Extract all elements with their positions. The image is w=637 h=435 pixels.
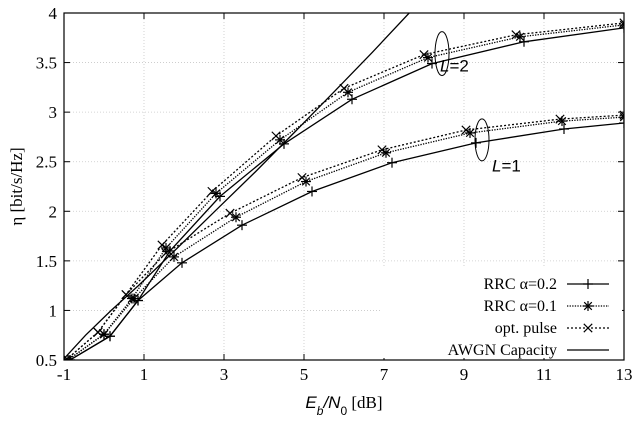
y-tick-label: 2 <box>49 202 58 221</box>
data-point <box>515 32 525 42</box>
data-point <box>271 131 281 141</box>
data-point <box>339 83 349 93</box>
y-axis-label: η [bit/s/Hz] <box>7 147 26 225</box>
data-point <box>619 24 624 30</box>
data-point <box>65 355 71 360</box>
data-point <box>67 355 73 360</box>
group-label-value: =2 <box>449 56 468 75</box>
data-point <box>377 145 387 155</box>
legend-marker <box>583 323 593 333</box>
data-point <box>465 128 475 138</box>
data-point <box>619 110 624 116</box>
data-point <box>381 148 391 158</box>
data-point <box>169 252 179 262</box>
data-point <box>297 172 307 183</box>
data-point <box>619 112 624 118</box>
data-point <box>419 50 429 60</box>
y-tick-label: 1.5 <box>36 252 57 271</box>
group-label: L=1 <box>492 157 521 176</box>
y-tick-label: 3.5 <box>36 54 57 73</box>
series-line <box>65 22 624 360</box>
data-point <box>161 248 171 258</box>
group-label-var: L <box>492 157 501 176</box>
legend: RRC α=0.2 RRC α=0.1 opt. pulse AWGN Capacit… <box>380 267 622 359</box>
data-point <box>619 20 624 26</box>
group-label: L=2 <box>440 56 469 75</box>
x-tick-label: 3 <box>220 365 229 384</box>
data-point <box>127 294 137 303</box>
data-point <box>157 240 167 250</box>
y-tick-label: 4 <box>49 4 58 23</box>
y-tick-label: 3 <box>49 103 58 122</box>
series-line <box>69 27 624 360</box>
legend-marker <box>583 301 593 311</box>
x-axis-label-part: E <box>305 393 317 412</box>
x-axis-label-part: b <box>317 404 324 418</box>
series-line <box>67 116 624 360</box>
plot-frame <box>63 12 625 361</box>
data-point <box>619 22 624 28</box>
x-tick-label: 7 <box>380 365 389 384</box>
legend-label: AWGN Capacity <box>448 342 557 359</box>
data-point <box>225 208 235 218</box>
ticks: -1 1 3 5 7 9 11 130.511.522.533.54 <box>36 4 633 384</box>
x-tick-label: 13 <box>616 365 633 384</box>
data-point <box>423 53 433 62</box>
series-3 <box>64 13 410 360</box>
group-ellipse <box>434 31 450 77</box>
data-point <box>511 30 521 40</box>
group-ellipse <box>474 118 490 162</box>
series-line <box>64 13 410 360</box>
legend-background <box>380 267 622 358</box>
y-tick-label: 2.5 <box>36 153 57 172</box>
x-tick-label: 5 <box>300 365 309 384</box>
x-axis-label-part: 0 <box>340 404 347 418</box>
series-line <box>67 24 624 360</box>
group-label-var: L <box>440 56 449 75</box>
annotations: L=2L=1 <box>434 31 521 176</box>
data-point <box>555 114 565 124</box>
data-point <box>619 116 624 122</box>
series-2 <box>64 18 624 360</box>
x-axis-label: Eb/N0 [dB] <box>305 393 382 418</box>
data-point <box>207 186 217 197</box>
data-point <box>461 125 471 135</box>
legend-label: opt. pulse <box>495 320 557 337</box>
data-point <box>121 289 131 300</box>
data-point <box>619 114 624 120</box>
data-point <box>93 327 103 337</box>
data-point <box>99 329 109 339</box>
legend-label: RRC α=0.2 <box>484 276 557 293</box>
data-point <box>619 18 624 24</box>
x-tick-label: -1 <box>57 365 71 384</box>
plot-area <box>64 13 624 360</box>
x-axis-label-part: /N <box>322 393 341 412</box>
data-point <box>231 213 241 222</box>
data-point <box>211 189 221 198</box>
x-axis-label-part: [dB] <box>347 393 382 412</box>
y-tick-label: 1 <box>49 301 58 320</box>
x-tick-label: 11 <box>536 365 552 384</box>
y-tick-label: 0.5 <box>36 351 57 370</box>
group-label-value: =1 <box>501 157 520 176</box>
legend-label: RRC α=0.1 <box>484 298 557 315</box>
x-tick-label: 1 <box>140 365 149 384</box>
x-tick-label: 9 <box>460 365 469 384</box>
